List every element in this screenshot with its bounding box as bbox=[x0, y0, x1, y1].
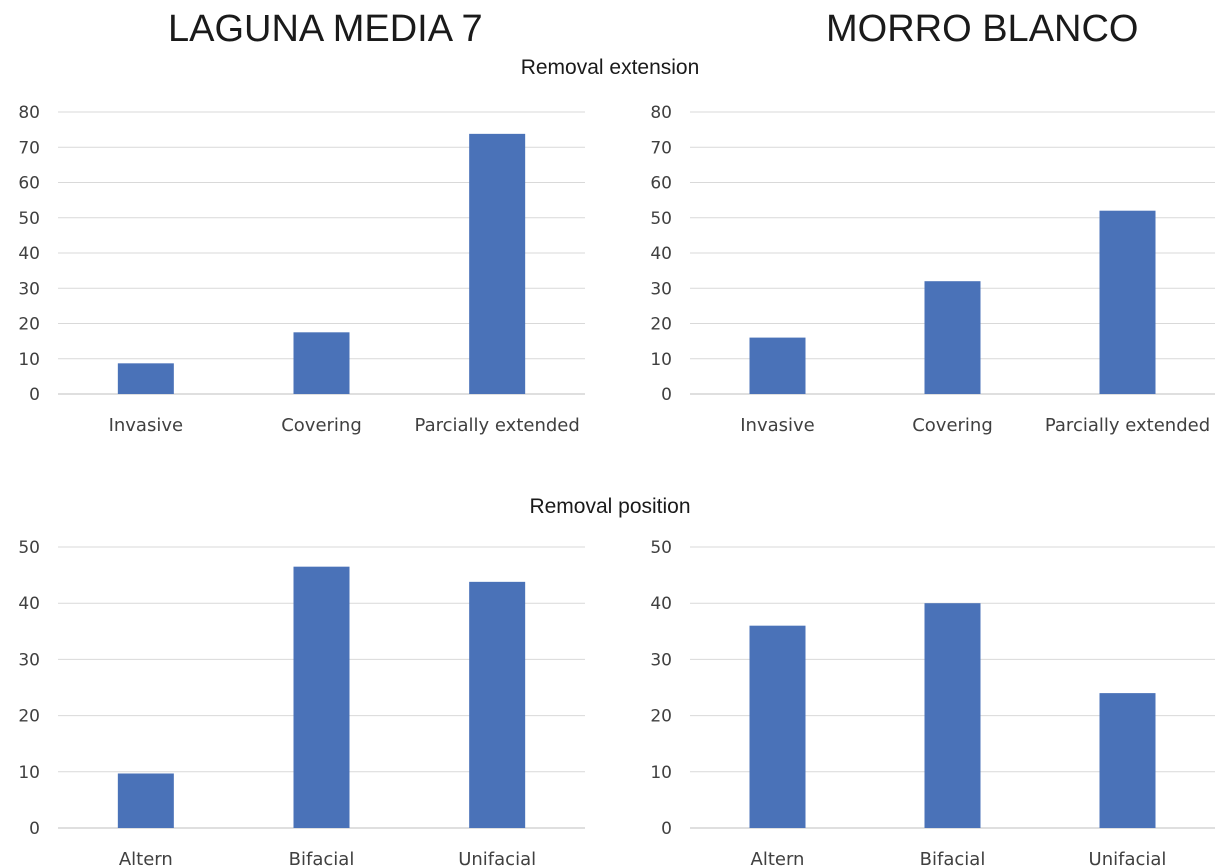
y-tick-label: 40 bbox=[650, 244, 672, 264]
y-tick-label: 40 bbox=[18, 244, 40, 264]
y-tick-label: 40 bbox=[18, 594, 40, 614]
chart-panel-4: 0 10 20 30 40 50 Altern Bifacial Unifacial bbox=[650, 538, 1215, 868]
y-tick-label: 20 bbox=[18, 707, 40, 727]
bar-altern bbox=[117, 773, 174, 828]
y-tick-label: 30 bbox=[18, 279, 40, 299]
x-tick-label: Bifacial bbox=[289, 849, 355, 868]
bar-covering bbox=[924, 281, 981, 394]
bar-unifacial bbox=[469, 581, 526, 828]
bar-invasive bbox=[749, 337, 806, 394]
y-tick-label: 70 bbox=[18, 138, 40, 158]
bar-unifacial bbox=[1099, 693, 1156, 828]
y-tick-label: 30 bbox=[650, 650, 672, 670]
y-tick-label: 10 bbox=[18, 763, 40, 783]
x-tick-label: Altern bbox=[119, 849, 173, 868]
y-tick-label: 0 bbox=[29, 385, 40, 405]
x-tick-label: Invasive bbox=[740, 415, 815, 436]
section-title-extension: Removal extension bbox=[520, 56, 700, 79]
bar-bifacial bbox=[293, 566, 350, 828]
y-tick-label: 0 bbox=[661, 819, 672, 839]
x-tick-label: Invasive bbox=[109, 415, 184, 436]
y-tick-label: 10 bbox=[650, 763, 672, 783]
x-tick-label: Covering bbox=[281, 415, 362, 436]
y-tick-label: 30 bbox=[650, 279, 672, 299]
bar-parcially-extended bbox=[469, 133, 526, 395]
y-tick-label: 50 bbox=[18, 209, 40, 229]
x-tick-label: Bifacial bbox=[920, 849, 986, 868]
y-tick-label: 60 bbox=[650, 174, 672, 194]
bar-bifacial bbox=[924, 603, 981, 828]
y-tick-label: 10 bbox=[18, 350, 40, 370]
y-tick-label: 50 bbox=[650, 209, 672, 229]
y-tick-label: 20 bbox=[650, 315, 672, 335]
site-title-right: MORRO BLANCO bbox=[826, 8, 1139, 50]
y-tick-label: 70 bbox=[650, 138, 672, 158]
y-tick-label: 10 bbox=[650, 350, 672, 370]
bar-parcially-extended bbox=[1099, 210, 1156, 394]
site-title-left: LAGUNA MEDIA 7 bbox=[168, 8, 483, 50]
x-tick-label: Unifacial bbox=[1089, 849, 1167, 868]
y-tick-label: 30 bbox=[18, 650, 40, 670]
y-tick-label: 40 bbox=[650, 594, 672, 614]
bar-invasive bbox=[117, 363, 174, 394]
bar-covering bbox=[293, 332, 350, 394]
y-tick-label: 0 bbox=[661, 385, 672, 405]
y-tick-label: 50 bbox=[650, 538, 672, 558]
y-tick-label: 20 bbox=[650, 707, 672, 727]
y-tick-label: 60 bbox=[18, 174, 40, 194]
y-tick-label: 20 bbox=[18, 315, 40, 335]
bar-altern bbox=[749, 625, 806, 828]
chart-panel-1: 0 10 20 30 40 50 60 70 80 Invasive Covering Parcial… bbox=[18, 103, 585, 436]
y-tick-label: 80 bbox=[18, 103, 40, 123]
y-tick-label: 80 bbox=[650, 103, 672, 123]
x-tick-label: Parcially extended bbox=[1045, 415, 1210, 436]
x-tick-label: Covering bbox=[912, 415, 993, 436]
y-tick-label: 0 bbox=[29, 819, 40, 839]
section-title-position: Removal position bbox=[529, 495, 691, 518]
y-tick-label: 50 bbox=[18, 538, 40, 558]
chart-panel-3: 0 10 20 30 40 50 Altern Bifacial Unifacial bbox=[18, 538, 585, 868]
x-tick-label: Altern bbox=[751, 849, 805, 868]
x-tick-label: Unifacial bbox=[458, 849, 536, 868]
x-tick-label: Parcially extended bbox=[415, 415, 580, 436]
chart-panel-2: 0 10 20 30 40 50 60 70 80 Invasive Covering Parcial… bbox=[650, 103, 1215, 436]
